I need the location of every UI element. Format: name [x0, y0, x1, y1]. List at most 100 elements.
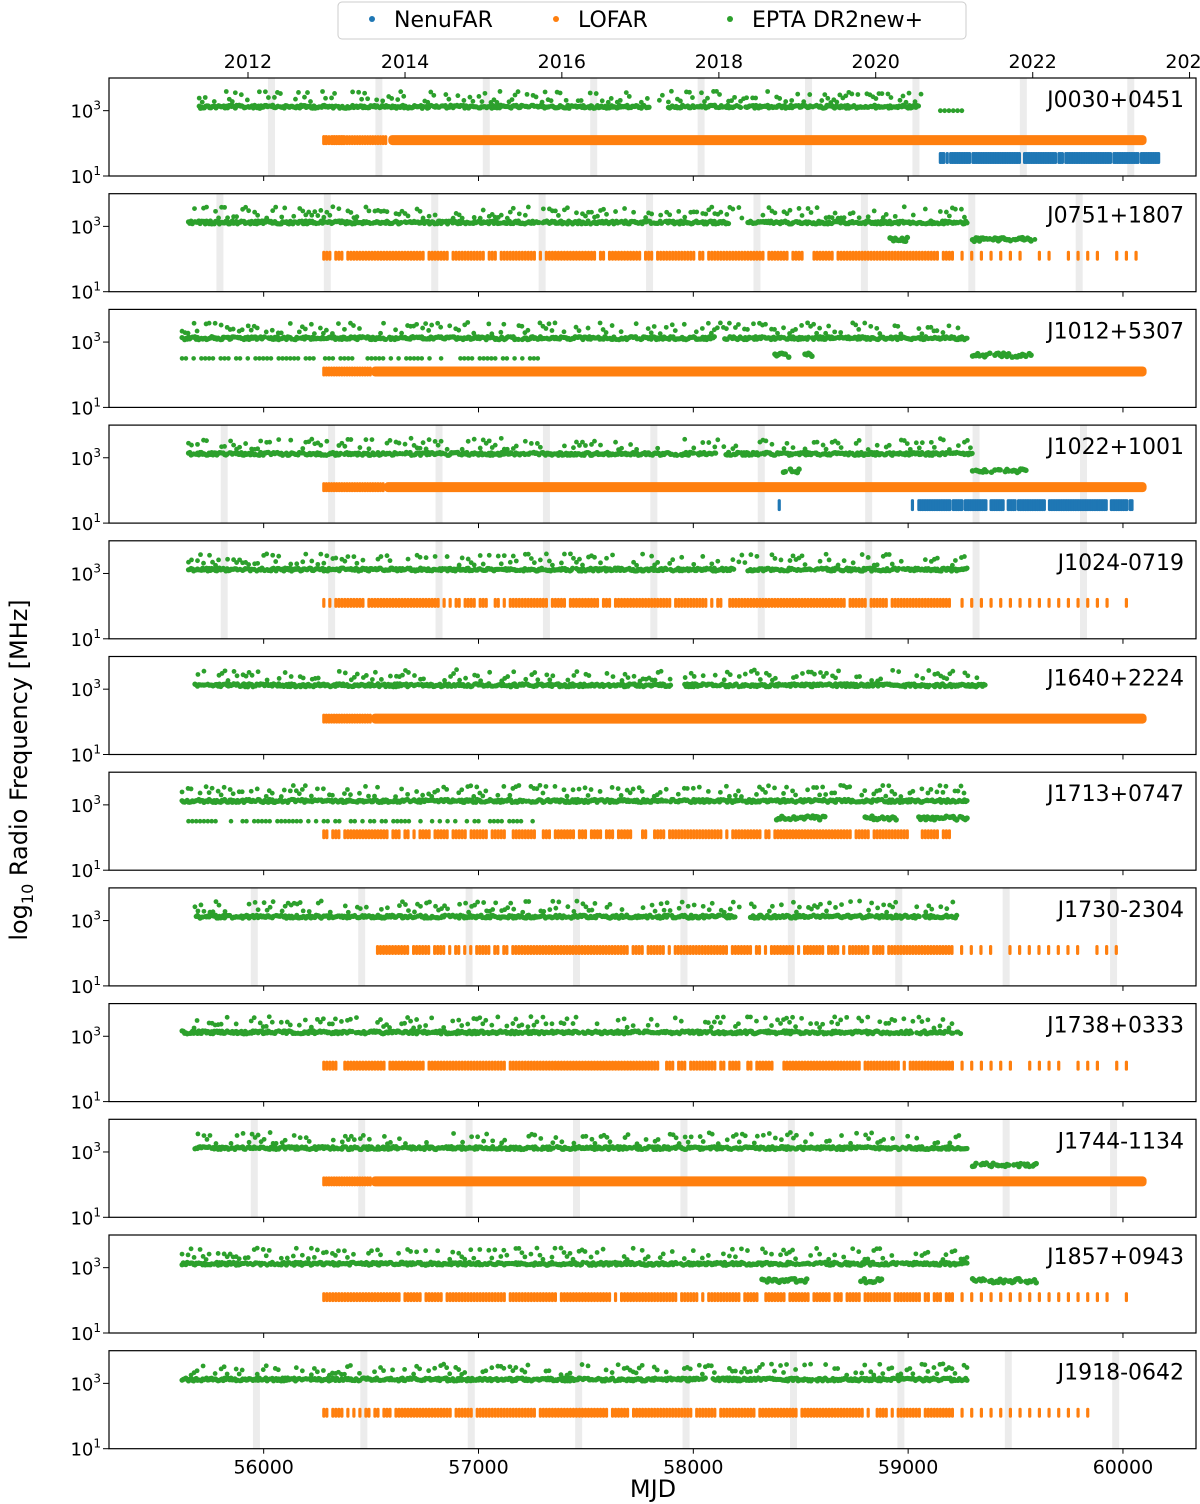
lofar-point: [1066, 250, 1070, 261]
epta-point: [781, 446, 787, 451]
lofar-point: [388, 250, 392, 261]
epta-point: [946, 447, 952, 452]
epta-point: [796, 206, 802, 211]
epta-point: [937, 209, 943, 214]
lofar-point: [378, 482, 383, 493]
lofar-point: [340, 135, 344, 146]
lofar-point: [622, 597, 627, 608]
lofar-point: [999, 250, 1003, 261]
lofar-point: [340, 250, 344, 261]
epta-point: [515, 336, 522, 343]
epta-point: [922, 557, 928, 563]
epta-point: [196, 95, 202, 101]
epta-point: [916, 445, 922, 451]
epta-point: [305, 90, 310, 95]
epta-point: [962, 214, 967, 220]
lofar-point: [325, 250, 329, 261]
epta-point: [417, 554, 423, 560]
epta-point: [512, 92, 518, 98]
lofar-point: [628, 597, 633, 608]
series-lofar-3: [322, 482, 1147, 493]
epta-point: [583, 213, 588, 219]
lofar-point: [363, 482, 367, 493]
epta-point: [225, 556, 230, 562]
pulsar-label-0: J0030+0451: [1045, 88, 1184, 113]
lofar-point: [779, 250, 783, 261]
epta-point: [940, 437, 946, 443]
epta-point: [901, 204, 907, 210]
epta-point: [237, 444, 243, 450]
series-epta-0: [196, 88, 965, 114]
epta-point: [255, 446, 261, 452]
epta-point: [691, 561, 697, 567]
epta-point: [465, 438, 471, 444]
band-3-7: [972, 425, 980, 524]
lofar-point: [622, 250, 627, 261]
epta-point: [631, 559, 636, 565]
epta-point: [705, 320, 711, 326]
lofar-point: [384, 135, 388, 146]
epta-point: [222, 204, 227, 210]
lofar-point: [833, 597, 837, 608]
lofar-point: [385, 250, 389, 261]
lofar-point: [550, 250, 554, 261]
epta-point: [823, 551, 829, 557]
epta-point: [513, 443, 519, 449]
epta-point: [910, 212, 916, 218]
lofar-point: [574, 597, 579, 608]
lofar-point: [872, 597, 876, 608]
epta-point: [700, 440, 706, 445]
lofar-point: [421, 597, 425, 608]
lofar-point: [881, 250, 885, 261]
epta-point: [599, 98, 605, 104]
ytick-label-0-0: 101: [70, 164, 101, 188]
epta-point: [703, 211, 709, 217]
lofar-point: [920, 250, 924, 261]
epta-point: [339, 440, 345, 446]
epta-point: [592, 438, 597, 444]
lofar-point: [394, 250, 398, 261]
lofar-point: [360, 366, 365, 377]
lofar-point: [376, 250, 380, 261]
epta-point: [906, 90, 912, 96]
lofar-point: [340, 597, 344, 608]
band-4-5: [757, 540, 765, 639]
lofar-point: [809, 597, 813, 608]
lofar-point: [1086, 597, 1090, 608]
epta-point: [784, 440, 790, 446]
epta-point: [420, 215, 426, 221]
epta-point: [318, 207, 324, 213]
epta-point: [282, 205, 288, 211]
band-1-6: [860, 193, 868, 292]
epta-point: [270, 552, 276, 558]
lofar-strip: [371, 366, 1147, 377]
band-4-8: [1079, 540, 1087, 639]
lofar-point: [836, 250, 840, 261]
lofar-point: [353, 482, 357, 493]
epta-point: [737, 104, 744, 111]
epta-point: [731, 566, 737, 572]
epta-point: [649, 211, 655, 217]
epta-point: [346, 356, 351, 361]
epta-point: [730, 557, 736, 563]
epta-point: [204, 438, 209, 444]
band-4-2: [435, 540, 443, 639]
epta-point: [634, 562, 640, 568]
epta-point: [395, 97, 401, 103]
epta-point: [432, 438, 438, 444]
lofar-point: [631, 250, 636, 261]
lofar-point: [944, 250, 948, 261]
epta-point: [428, 89, 434, 95]
lofar-point: [878, 250, 882, 261]
lofar-point: [743, 597, 747, 608]
lofar-point: [779, 597, 783, 608]
epta-point: [380, 98, 386, 104]
epta-point: [705, 95, 710, 101]
lofar-point: [683, 597, 687, 608]
epta-point: [557, 90, 563, 96]
epta-point: [610, 552, 615, 558]
epta-point: [492, 356, 498, 361]
epta-point: [955, 108, 960, 114]
